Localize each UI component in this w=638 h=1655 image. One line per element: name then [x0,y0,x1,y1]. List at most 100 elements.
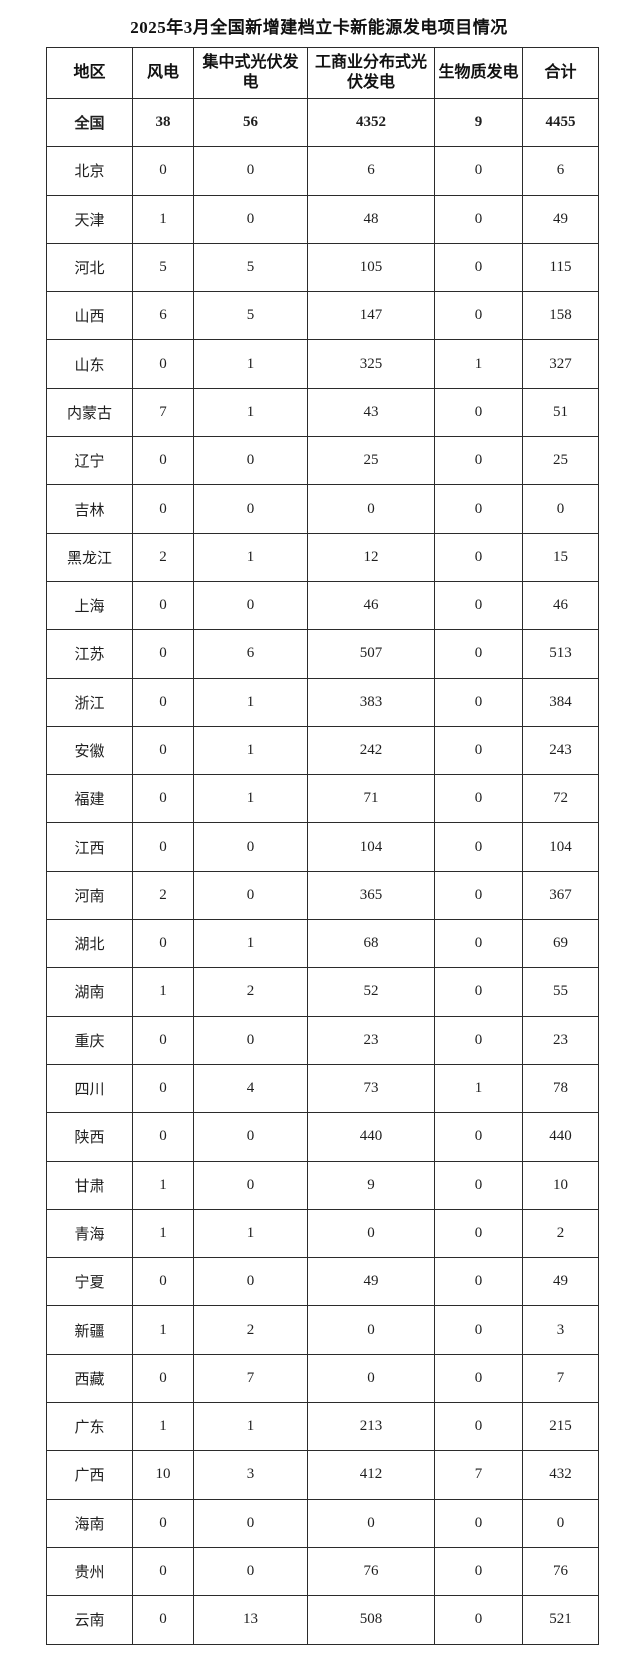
value-cell: 1 [193,725,308,776]
value-cell: 412 [307,1450,435,1500]
value-cell: 213 [307,1402,435,1452]
value-cell: 10 [522,1160,599,1210]
value-cell: 367 [522,870,599,921]
value-cell: 0 [522,484,599,534]
region-cell: 北京 [46,146,133,196]
value-cell: 25 [307,436,435,486]
region-cell: 全国 [46,97,133,148]
value-cell: 0 [132,1257,194,1307]
value-cell: 0 [434,387,523,438]
value-cell: 0 [434,436,523,486]
value-cell: 1 [193,919,308,969]
value-cell: 383 [307,677,435,727]
value-cell: 1 [193,339,308,389]
value-cell: 0 [434,1546,523,1597]
value-cell: 6 [307,146,435,196]
value-cell: 15 [522,532,599,582]
value-cell: 1 [193,677,308,727]
value-cell: 2 [193,967,308,1017]
value-cell: 0 [193,822,308,872]
value-cell: 0 [193,1546,308,1597]
value-cell: 0 [132,1015,194,1065]
value-cell: 0 [193,580,308,631]
value-cell: 0 [132,629,194,679]
region-cell: 上海 [46,580,133,631]
value-cell: 6 [522,146,599,196]
value-cell: 4 [193,1063,308,1114]
value-cell: 13 [193,1595,308,1645]
table-row: 西藏 0 7 0 0 7 [46,1353,599,1404]
value-cell: 12 [307,532,435,582]
value-cell: 46 [307,580,435,631]
page-title: 2025年3月全国新增建档立卡新能源发电项目情况 [130,18,508,37]
value-cell: 71 [307,774,435,824]
table-row: 广东 1 1 213 0 215 [46,1402,599,1452]
value-cell: 432 [522,1450,599,1500]
column-header: 工商业分布式光伏发电 [307,47,435,99]
value-cell: 51 [522,387,599,438]
value-cell: 0 [307,1208,435,1259]
value-cell: 1 [193,387,308,438]
region-cell: 福建 [46,774,133,824]
table-row: 湖南 1 2 52 0 55 [46,967,599,1017]
value-cell: 68 [307,919,435,969]
table-row: 福建 0 1 71 0 72 [46,774,599,824]
value-cell: 0 [434,291,523,341]
value-cell: 147 [307,291,435,341]
value-cell: 1 [132,967,194,1017]
value-cell: 0 [132,919,194,969]
value-cell: 52 [307,967,435,1017]
region-cell: 贵州 [46,1546,133,1597]
table-row: 宁夏 0 0 49 0 49 [46,1257,599,1307]
value-cell: 7 [434,1450,523,1500]
value-cell: 0 [434,725,523,776]
value-cell: 5 [132,242,194,293]
value-cell: 0 [307,1353,435,1404]
value-cell: 325 [307,339,435,389]
value-cell: 0 [434,677,523,727]
value-cell: 6 [193,629,308,679]
region-cell: 辽宁 [46,436,133,486]
region-cell: 山西 [46,291,133,341]
value-cell: 507 [307,629,435,679]
table-row: 重庆 0 0 23 0 23 [46,1015,599,1065]
value-cell: 49 [307,1257,435,1307]
table-row: 山西 6 5 147 0 158 [46,291,599,341]
region-cell: 山东 [46,339,133,389]
value-cell: 0 [434,1595,523,1645]
value-cell: 55 [522,967,599,1017]
value-cell: 0 [434,774,523,824]
table-row: 湖北 0 1 68 0 69 [46,919,599,969]
value-cell: 0 [193,1498,308,1548]
value-cell: 5 [193,242,308,293]
table-row: 广西 10 3 412 7 432 [46,1450,599,1500]
value-cell: 0 [132,580,194,631]
value-cell: 72 [522,774,599,824]
value-cell: 242 [307,725,435,776]
table-header: 地区 风电 集中式光伏发电 工商业分布式光伏发电 生物质发电 合计 [46,47,599,99]
value-cell: 4352 [307,97,435,148]
region-cell: 陕西 [46,1112,133,1162]
value-cell: 1 [132,1160,194,1210]
value-cell: 0 [132,1353,194,1404]
region-cell: 江西 [46,822,133,872]
value-cell: 2 [132,870,194,921]
region-cell: 新疆 [46,1305,133,1355]
value-cell: 1 [193,1402,308,1452]
value-cell: 0 [193,870,308,921]
value-cell: 1 [193,1208,308,1259]
value-cell: 7 [193,1353,308,1404]
value-cell: 513 [522,629,599,679]
value-cell: 76 [522,1546,599,1597]
value-cell: 0 [193,484,308,534]
value-cell: 0 [434,242,523,293]
value-cell: 0 [307,1305,435,1355]
region-cell: 江苏 [46,629,133,679]
value-cell: 384 [522,677,599,727]
value-cell: 0 [193,194,308,244]
value-cell: 23 [522,1015,599,1065]
value-cell: 2 [522,1208,599,1259]
value-cell: 115 [522,242,599,293]
value-cell: 0 [434,1402,523,1452]
